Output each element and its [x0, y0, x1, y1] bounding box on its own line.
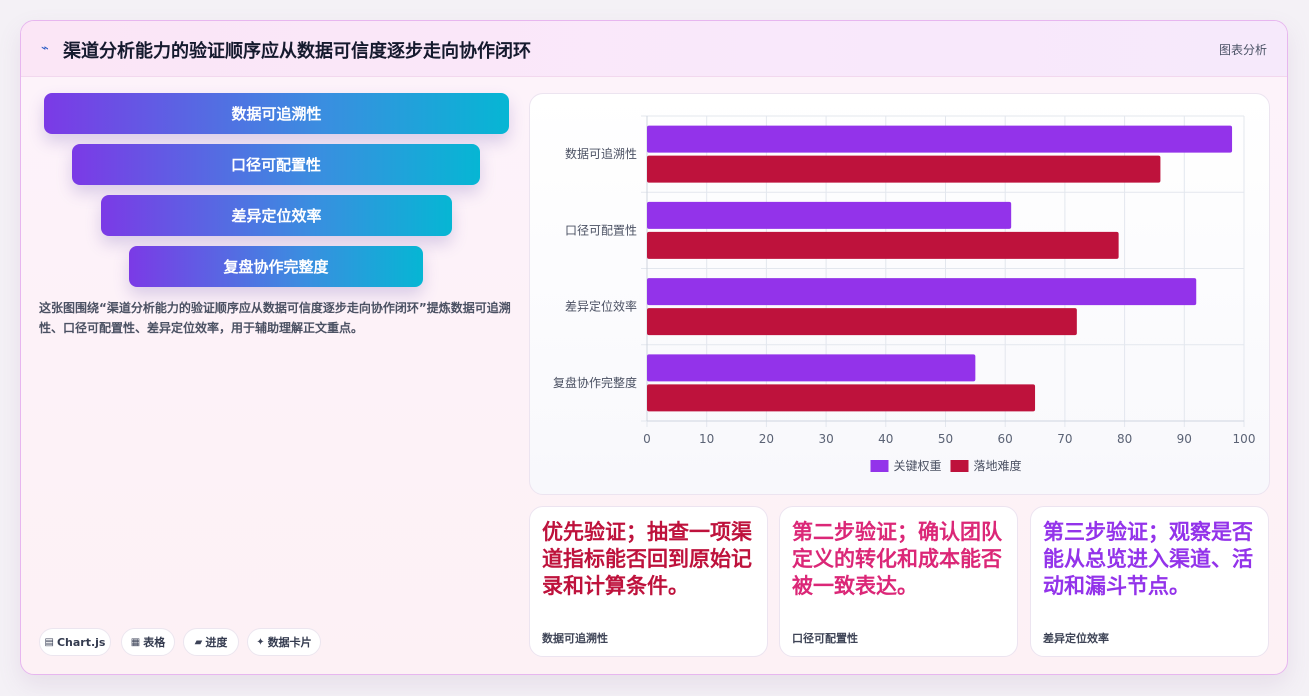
- x-tick-label: 100: [1233, 432, 1256, 446]
- legend-label: 落地难度: [974, 458, 1022, 473]
- insight-card-label: 差异定位效率: [1043, 632, 1109, 645]
- card-icon: ✦: [256, 636, 265, 648]
- insight-card-text: 优先验证；抽查一项渠道指标能否回到原始记录和计算条件。: [542, 520, 752, 598]
- page-title: 渠道分析能力的验证顺序应从数据可信度逐步走向协作闭环: [63, 41, 531, 62]
- x-tick-label: 10: [699, 432, 714, 446]
- y-tick-label: 口径可配置性: [565, 223, 637, 237]
- x-tick-label: 40: [878, 432, 893, 446]
- pill-table[interactable]: ▦ 表格: [121, 628, 175, 656]
- bar: [647, 384, 1036, 412]
- x-tick-label: 90: [1177, 432, 1192, 446]
- y-tick-label: 数据可追溯性: [565, 146, 637, 161]
- chart-analysis-tag: 图表分析: [1218, 43, 1267, 57]
- legend-swatch: [950, 460, 969, 472]
- bar: [647, 278, 1197, 306]
- table-icon: ▦: [130, 636, 141, 648]
- x-tick-label: 50: [938, 432, 953, 446]
- bar: [647, 125, 1233, 153]
- insight-card-3: 第三步验证；观察是否能从总览进入渠道、活动和漏斗节点。 差异定位效率: [1030, 506, 1269, 657]
- chart-icon: ▤: [44, 636, 54, 648]
- x-tick-label: 0: [643, 432, 651, 446]
- bar: [647, 308, 1077, 336]
- pill-label: 表格: [143, 636, 166, 649]
- x-tick-label: 60: [998, 432, 1013, 446]
- main-card: ⌁ 渠道分析能力的验证顺序应从数据可信度逐步走向协作闭环 图表分析 数据可追溯性…: [20, 20, 1288, 675]
- pill-data-card[interactable]: ✦ 数据卡片: [247, 628, 321, 656]
- insight-card-label: 数据可追溯性: [542, 632, 608, 645]
- pill-progress[interactable]: ▰ 进度: [183, 628, 239, 656]
- y-tick-label: 差异定位效率: [565, 299, 637, 314]
- insight-card-text: 第三步验证；观察是否能从总览进入渠道、活动和漏斗节点。: [1043, 520, 1253, 598]
- x-tick-label: 30: [818, 432, 833, 446]
- bar-chart: 0 10 20 30 40 50 60 70 80 90 100 数据可追溯性口径可配置性差异定位效率…: [553, 115, 1256, 473]
- legend-swatch: [870, 460, 889, 472]
- bar: [647, 354, 976, 382]
- funnel-step-3: 差异定位效率: [101, 195, 452, 236]
- funnel-step-4: 复盘协作完整度: [129, 246, 423, 287]
- x-tick-label: 80: [1117, 432, 1132, 446]
- x-tick-label: 70: [1057, 432, 1072, 446]
- insight-card-text: 第二步验证；确认团队定义的转化和成本能否被一致表达。: [792, 520, 1002, 598]
- pill-label: 进度: [205, 636, 228, 649]
- insight-card-label: 口径可配置性: [792, 632, 858, 645]
- pill-label: Chart.js: [56, 635, 106, 649]
- chart-panel: 0 10 20 30 40 50 60 70 80 90 100 数据可追溯性 口径可配置性 差异定位效率…: [529, 93, 1270, 495]
- description: 这张图围绕“渠道分析能力的验证顺序应从数据可信度逐步走向协作闭环”提炼数据可追溯…: [39, 301, 511, 335]
- x-tick-label: 20: [759, 432, 774, 446]
- insight-card-2: 第二步验证；确认团队定义的转化和成本能否被一致表达。 口径可配置性: [779, 506, 1018, 657]
- insight-card-1: 优先验证；抽查一项渠道指标能否回到原始记录和计算条件。 数据可追溯性: [529, 506, 768, 657]
- bar: [647, 231, 1119, 259]
- funnel-step-2: 口径可配置性: [72, 144, 480, 185]
- funnel-step-1: 数据可追溯性: [44, 93, 509, 134]
- bar: [647, 155, 1161, 183]
- y-tick-label: 复盘协作完整度: [553, 375, 637, 390]
- progress-icon: ▰: [194, 636, 203, 648]
- legend-label: 关键权重: [894, 459, 942, 473]
- sparkle-icon: ⌁: [41, 41, 49, 56]
- pill-label: 数据卡片: [267, 636, 312, 649]
- bar: [647, 201, 1012, 229]
- header: ⌁ 渠道分析能力的验证顺序应从数据可信度逐步走向协作闭环 图表分析: [21, 21, 1287, 77]
- pill-chartjs[interactable]: ▤ Chart.js: [39, 628, 111, 656]
